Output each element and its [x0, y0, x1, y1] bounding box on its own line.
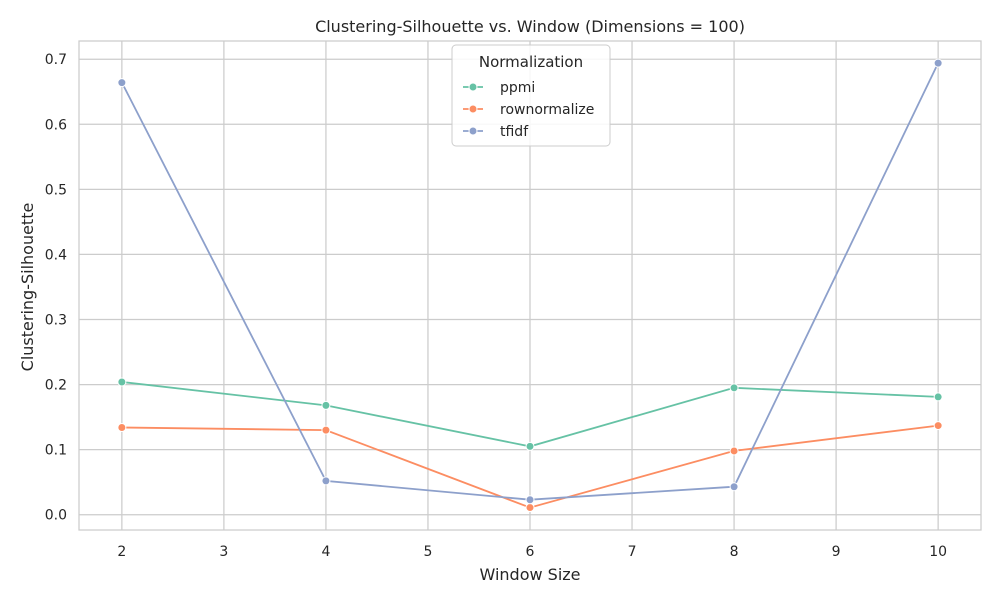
legend-marker-ppmi	[468, 82, 478, 92]
y-axis-ticks: 0.0 0.1 0.2 0.3 0.4 0.5 0.6 0.7	[45, 52, 67, 523]
y-tick-label: 0.6	[45, 117, 67, 133]
legend-label-rownormalize: rownormalize	[500, 102, 594, 118]
y-axis-label: Clustering-Silhouette	[18, 203, 37, 372]
y-tick-label: 0.2	[45, 378, 67, 394]
data-point-rownormalize	[117, 423, 127, 433]
y-tick-label: 0.3	[45, 312, 67, 328]
y-tick-label: 0.4	[45, 247, 67, 263]
y-tick-label: 0.7	[45, 52, 67, 68]
x-axis-ticks: 2 3 4 5 6 7 8 9 10	[117, 544, 947, 560]
legend-label-ppmi: ppmi	[500, 80, 535, 96]
x-tick-label: 5	[424, 544, 433, 560]
data-point-ppmi	[117, 377, 127, 387]
x-tick-label: 4	[321, 544, 330, 560]
legend-label-tfidf: tfidf	[500, 124, 529, 140]
x-tick-label: 6	[526, 544, 535, 560]
y-tick-label: 0.5	[45, 182, 67, 198]
data-point-rownormalize	[933, 421, 943, 431]
data-point-tfidf	[525, 495, 535, 505]
legend-marker-tfidf	[468, 126, 478, 136]
legend-items: ppmi rownormalize tfidf	[463, 80, 594, 140]
data-point-ppmi	[933, 392, 943, 402]
data-point-tfidf	[729, 482, 739, 492]
x-tick-label: 9	[832, 544, 841, 560]
x-tick-label: 10	[929, 544, 947, 560]
data-point-ppmi	[525, 441, 535, 451]
legend: Normalization ppmi rownormalize tfidf	[451, 44, 611, 147]
y-tick-label: 0.1	[45, 443, 67, 459]
y-tick-label: 0.0	[45, 508, 67, 524]
data-point-ppmi	[729, 383, 739, 393]
data-point-ppmi	[321, 400, 331, 410]
x-axis-label: Window Size	[479, 565, 580, 584]
x-tick-label: 8	[730, 544, 739, 560]
data-point-rownormalize	[321, 425, 331, 435]
data-point-tfidf	[117, 78, 127, 88]
x-tick-label: 2	[117, 544, 126, 560]
legend-title: Normalization	[479, 53, 583, 71]
data-point-rownormalize	[729, 446, 739, 456]
data-point-tfidf	[321, 476, 331, 486]
plot-frame	[78, 40, 982, 531]
legend-box	[451, 44, 611, 147]
legend-marker-rownormalize	[468, 104, 478, 114]
x-tick-label: 7	[628, 544, 637, 560]
x-tick-label: 3	[219, 544, 228, 560]
data-point-tfidf	[933, 58, 943, 68]
data-point-rownormalize	[525, 503, 535, 513]
chart-title: Clustering-Silhouette vs. Window (Dimens…	[315, 17, 745, 36]
series-layer	[117, 58, 943, 513]
